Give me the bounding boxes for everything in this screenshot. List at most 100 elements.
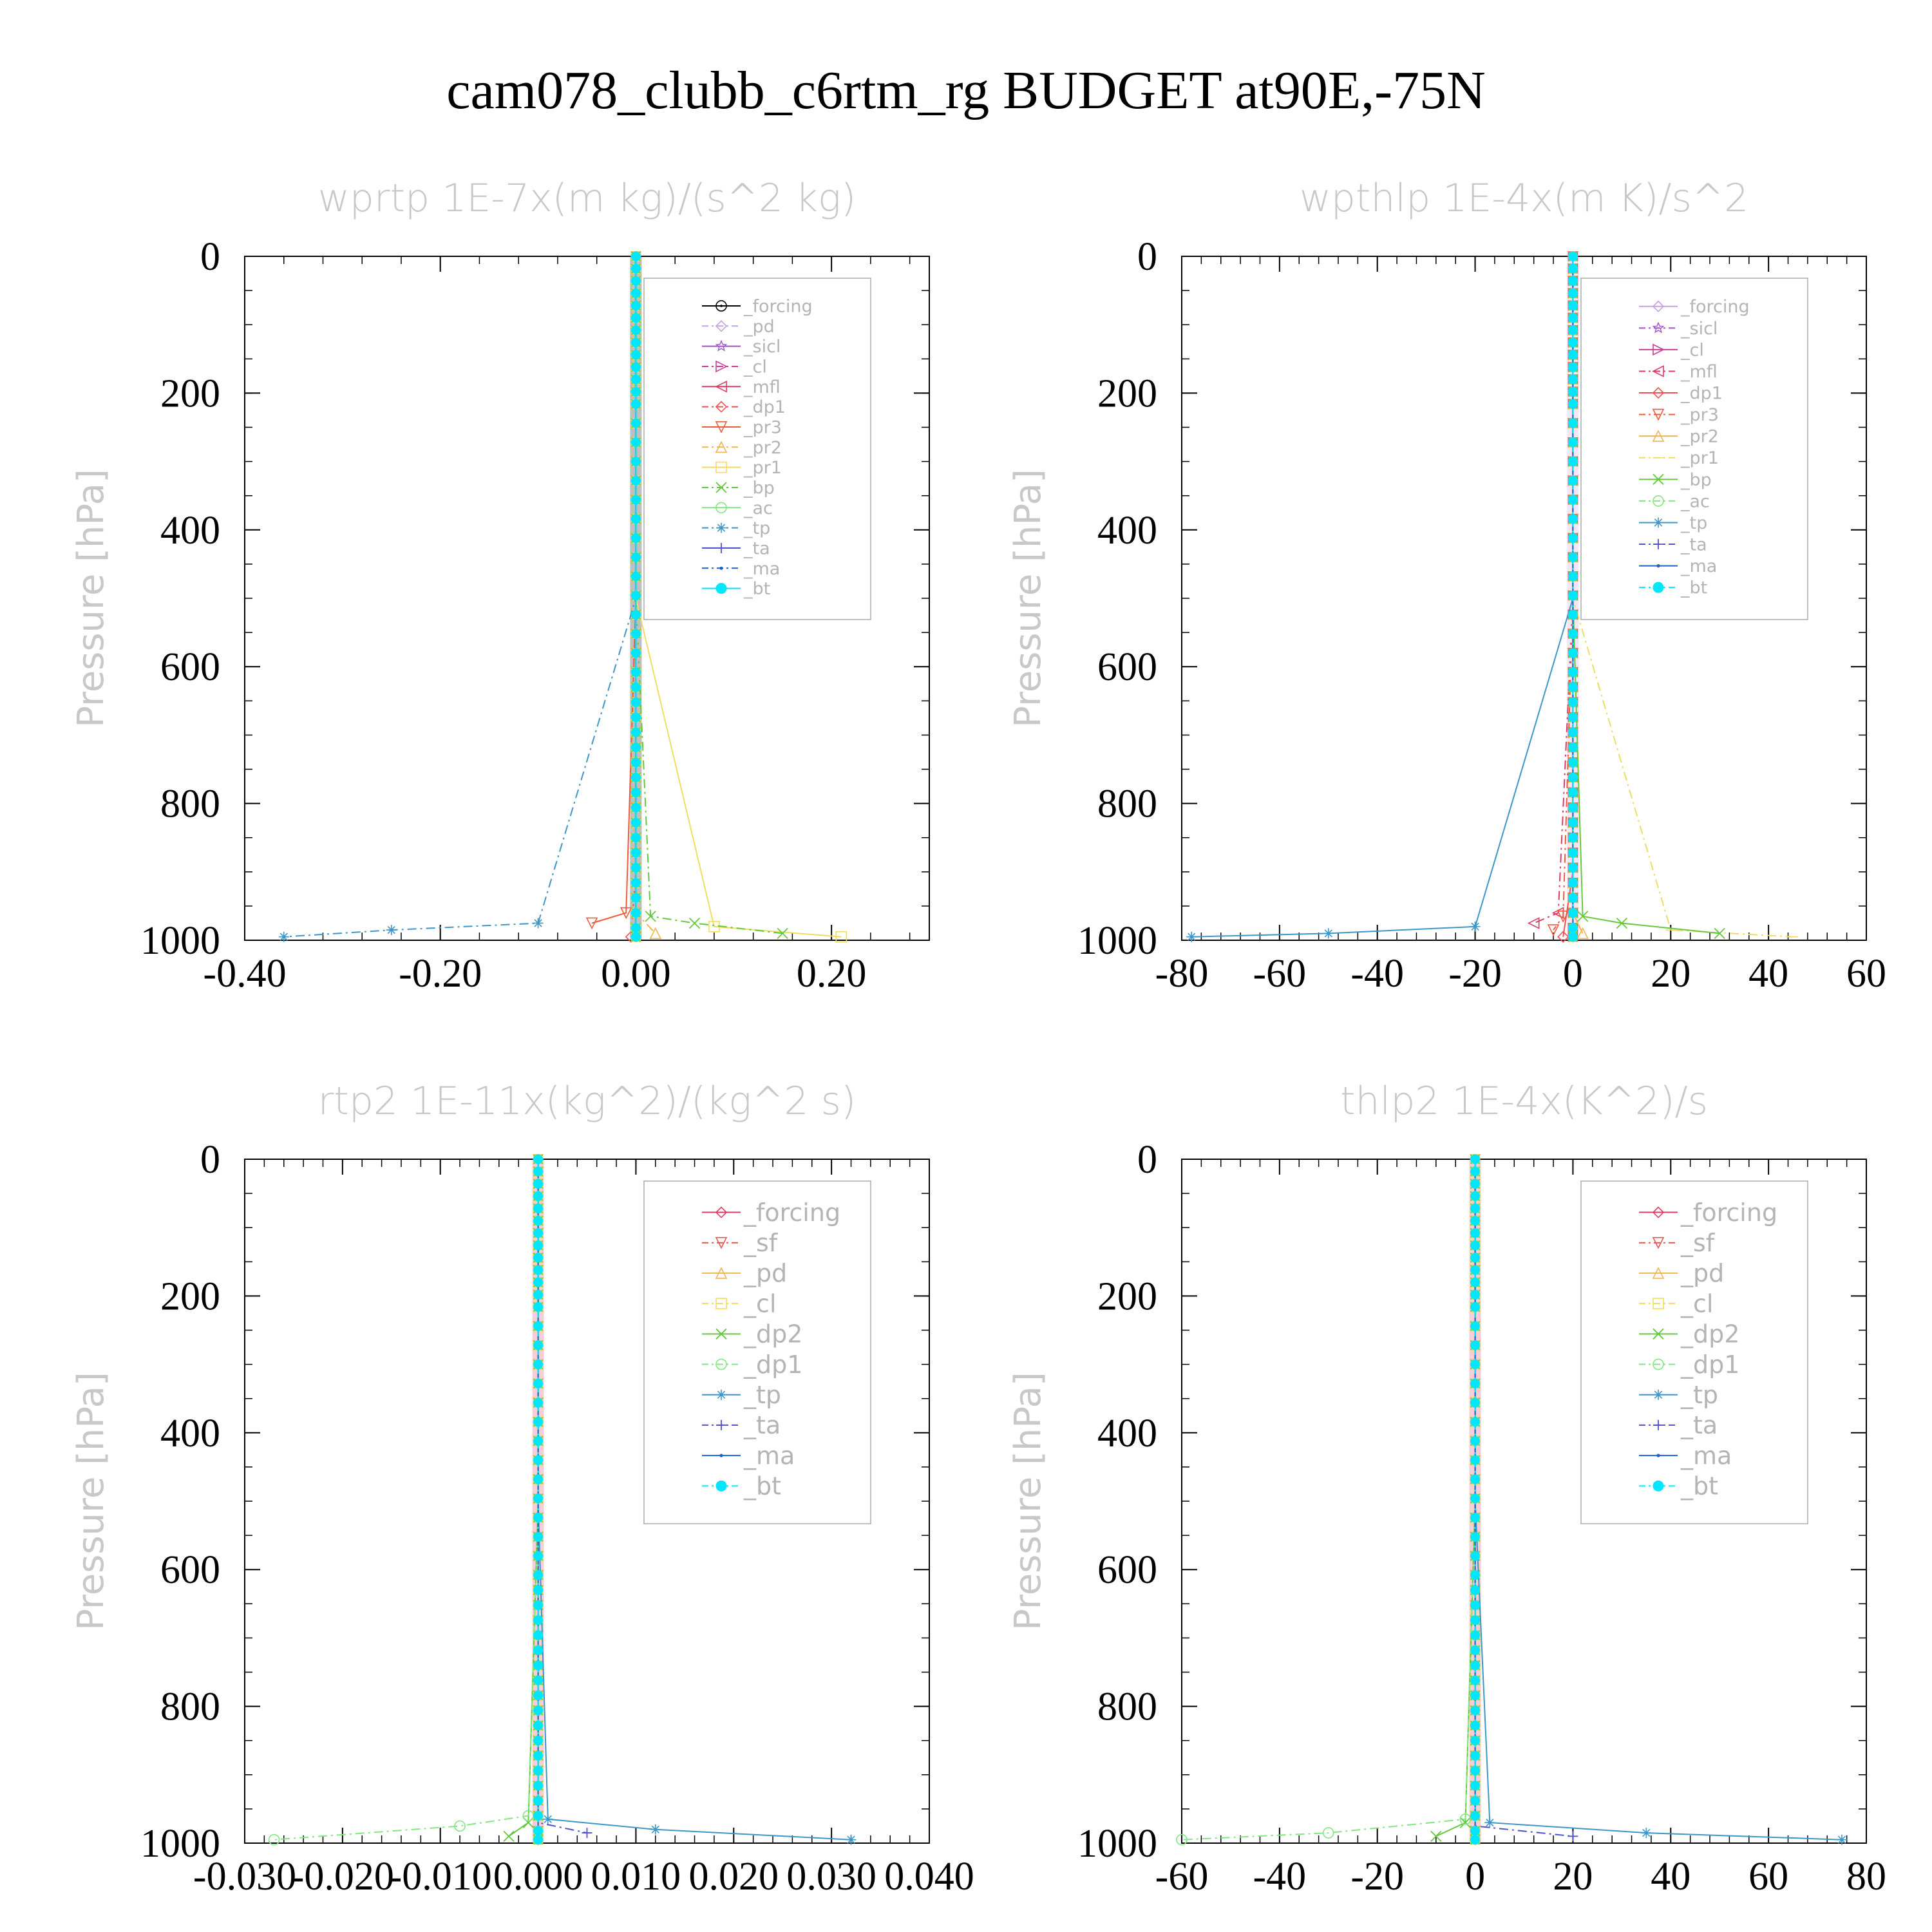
data-point [630,743,641,753]
data-point [1484,1817,1495,1828]
data-point [533,1750,544,1761]
data-point [1567,862,1578,873]
x-tick-label: -0.010 [389,1855,492,1899]
legend-label: _sicl [1680,319,1718,339]
data-point [630,923,641,933]
data-point [1567,743,1578,753]
legend-item: _ma [702,1441,795,1470]
data-point [533,918,544,929]
y-axis-label: Pressure [hPa] [70,1372,112,1631]
x-tick-label: -60 [1253,952,1307,996]
data-point [846,1834,857,1845]
data-point [1837,1834,1848,1845]
data-point [630,848,641,858]
data-point [533,1736,544,1746]
data-point [1567,552,1578,562]
legend-label: _cl [1680,1289,1713,1318]
legend: _forcing_pd_sicl_cl_mfl_dp1_pr3_pr2_pr1_… [643,278,871,620]
data-point [1567,772,1578,782]
data-point [630,300,641,310]
legend-marker [715,339,728,352]
data-point [630,263,641,274]
data-point [1567,727,1578,737]
data-point [630,313,641,323]
legend-marker [1653,473,1664,485]
data-point [630,878,641,888]
data-point [386,925,397,936]
y-tick-label: 1000 [140,1822,220,1866]
data-point [1567,300,1578,310]
legend-marker [716,522,726,533]
data-point [630,591,641,601]
data-point [1470,1720,1481,1730]
data-point [1567,802,1578,813]
legend-item: _sicl [1639,319,1718,339]
data-point [630,932,641,942]
legend-item: _pd [702,317,775,337]
legend-label: _tp [1680,1381,1718,1409]
data-point [1641,1828,1652,1839]
legend-label: _pr2 [1680,427,1719,447]
y-tick-label: 800 [1097,1685,1157,1729]
data-point [1470,1216,1481,1226]
data-point [585,917,598,930]
y-tick-label: 0 [1137,1138,1157,1182]
y-tick-label: 600 [160,645,220,689]
legend-marker [1653,1358,1664,1370]
legend-label: _bt [743,579,770,599]
data-point [1567,848,1578,858]
data-point [1470,1228,1481,1238]
data-point [1567,276,1578,286]
data-point [1567,571,1578,582]
data-point [630,727,641,737]
data-point [1567,788,1578,798]
data-point [1470,1436,1481,1446]
x-tick-label: -20 [1448,952,1502,996]
data-point [630,457,641,467]
data-point [630,533,641,544]
data-point [533,1795,544,1806]
data-point [630,399,641,409]
y-tick-label: 200 [1097,1274,1157,1318]
data-point [1459,1814,1472,1825]
panel-title: wpthlp 1E-4x(m K)/s^2 [1300,176,1749,221]
data-point [777,927,788,940]
data-point [1470,1795,1481,1806]
data-point [1470,1474,1481,1484]
y-axis-label: Pressure [hPa] [1007,469,1049,728]
data-point [1470,1289,1481,1300]
data-point [1470,1660,1481,1671]
legend-item: _ta [702,1411,781,1439]
y-tick-label: 400 [1097,1412,1157,1455]
data-point [1470,1321,1481,1331]
data-point [1470,1179,1481,1189]
y-tick-label: 400 [1097,509,1157,553]
data-point [1470,1512,1481,1522]
data-point [630,350,641,360]
x-tick-label: 0.040 [884,1855,974,1899]
data-point [1176,1833,1188,1846]
legend-item: _pr3 [702,417,782,437]
data-point [542,1814,553,1824]
data-point [1470,1750,1481,1761]
data-point [630,893,641,903]
legend-item: _bt [1639,578,1707,598]
legend-label: _sf [1680,1229,1716,1257]
legend-item: _ac [702,498,773,518]
legend-item: _cl [1639,1289,1713,1318]
data-point [1567,923,1578,933]
data-point [1567,313,1578,323]
x-tick-label: -0.40 [203,952,286,996]
data-point [630,337,641,348]
data-point [533,1585,544,1595]
data-point [620,907,632,920]
data-point [630,495,641,505]
data-point [1567,908,1578,918]
legend-label: _pr2 [743,438,782,458]
legend-item: _forcing [1639,1198,1777,1227]
data-point [650,1824,661,1835]
data-point [1470,1600,1481,1610]
legend-label: _forcing [1680,1198,1777,1227]
legend-item: _dp1 [1639,1350,1739,1379]
legend-marker [1653,1298,1664,1309]
